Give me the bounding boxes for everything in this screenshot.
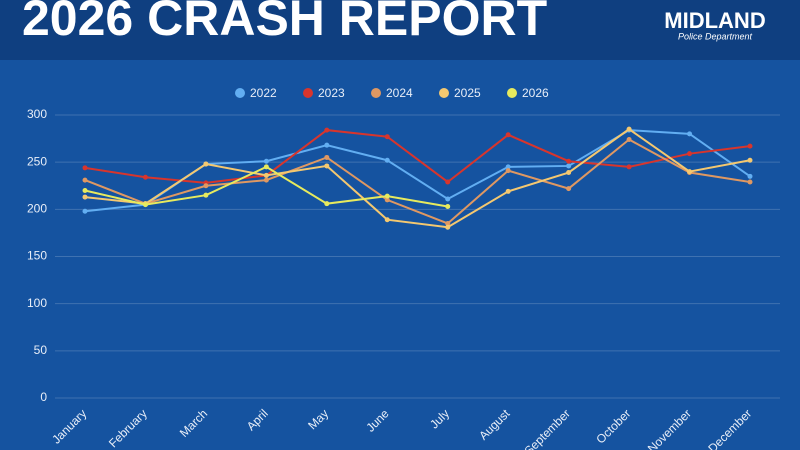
- page-title: 2026 CRASH REPORT: [22, 0, 547, 46]
- y-tick-label: 100: [27, 296, 47, 310]
- data-point: [384, 197, 390, 203]
- x-tick-label: July: [427, 406, 452, 431]
- x-tick-label: February: [106, 406, 150, 450]
- data-point: [445, 224, 451, 230]
- x-tick-label: April: [244, 406, 271, 433]
- data-point: [263, 158, 269, 164]
- data-point: [384, 193, 390, 199]
- data-point: [747, 173, 753, 179]
- legend-label: 2024: [386, 86, 413, 100]
- y-tick-label: 300: [27, 107, 47, 121]
- data-point: [384, 134, 390, 140]
- data-point: [566, 163, 572, 169]
- legend-label: 2023: [318, 86, 345, 100]
- data-point: [324, 142, 330, 148]
- data-point: [566, 170, 572, 176]
- data-point: [687, 131, 693, 137]
- x-tick-label: August: [476, 406, 513, 443]
- data-point: [626, 137, 632, 143]
- legend-label: 2026: [522, 86, 549, 100]
- data-point: [82, 177, 88, 183]
- x-tick-label: June: [363, 406, 392, 435]
- data-point: [566, 186, 572, 192]
- data-point: [324, 127, 330, 133]
- legend-swatch: [235, 88, 245, 98]
- legend-swatch: [507, 88, 517, 98]
- data-point: [505, 132, 511, 138]
- data-point: [747, 179, 753, 185]
- legend-swatch: [439, 88, 449, 98]
- data-point: [203, 183, 209, 189]
- data-point: [445, 220, 451, 226]
- data-point: [747, 157, 753, 163]
- series-line: [84, 127, 751, 229]
- data-point: [142, 202, 148, 208]
- x-tick-label: December: [705, 406, 754, 450]
- data-point: [505, 188, 511, 194]
- y-tick-label: 0: [40, 390, 47, 404]
- data-point: [445, 179, 451, 185]
- legend-swatch: [371, 88, 381, 98]
- data-point: [505, 164, 511, 170]
- data-point: [82, 165, 88, 171]
- data-point: [82, 187, 88, 193]
- data-point: [384, 217, 390, 223]
- logo: MIDLAND: [664, 8, 765, 33]
- y-tick-label: 50: [34, 343, 48, 357]
- series-line: [84, 129, 751, 184]
- data-point: [566, 158, 572, 164]
- data-point: [203, 192, 209, 198]
- x-tick-label: September: [522, 406, 573, 450]
- x-tick-label: March: [177, 406, 210, 439]
- data-point: [687, 169, 693, 175]
- legend-label: 2022: [250, 86, 277, 100]
- data-point: [384, 157, 390, 163]
- legend-label: 2025: [454, 86, 481, 100]
- data-point: [263, 164, 269, 170]
- y-tick-label: 200: [27, 202, 47, 216]
- data-point: [445, 196, 451, 202]
- data-point: [82, 208, 88, 214]
- data-point: [203, 161, 209, 167]
- x-tick-label: October: [593, 406, 633, 446]
- data-point: [324, 154, 330, 160]
- y-tick-label: 150: [27, 249, 47, 263]
- legend-swatch: [303, 88, 313, 98]
- data-point: [263, 172, 269, 178]
- y-tick-label: 250: [27, 154, 47, 168]
- data-point: [324, 201, 330, 207]
- data-point: [445, 204, 451, 210]
- data-point: [747, 143, 753, 149]
- header-band: [0, 0, 800, 60]
- x-tick-label: January: [49, 406, 89, 446]
- data-point: [263, 177, 269, 183]
- data-point: [505, 168, 511, 174]
- data-point: [687, 151, 693, 157]
- x-tick-label: November: [645, 406, 694, 450]
- data-point: [626, 164, 632, 170]
- x-tick-label: May: [305, 406, 331, 432]
- series-line: [84, 138, 751, 225]
- data-point: [324, 163, 330, 169]
- data-point: [142, 174, 148, 180]
- logo-subtitle: Police Department: [678, 31, 753, 41]
- data-point: [82, 194, 88, 200]
- data-point: [626, 126, 632, 132]
